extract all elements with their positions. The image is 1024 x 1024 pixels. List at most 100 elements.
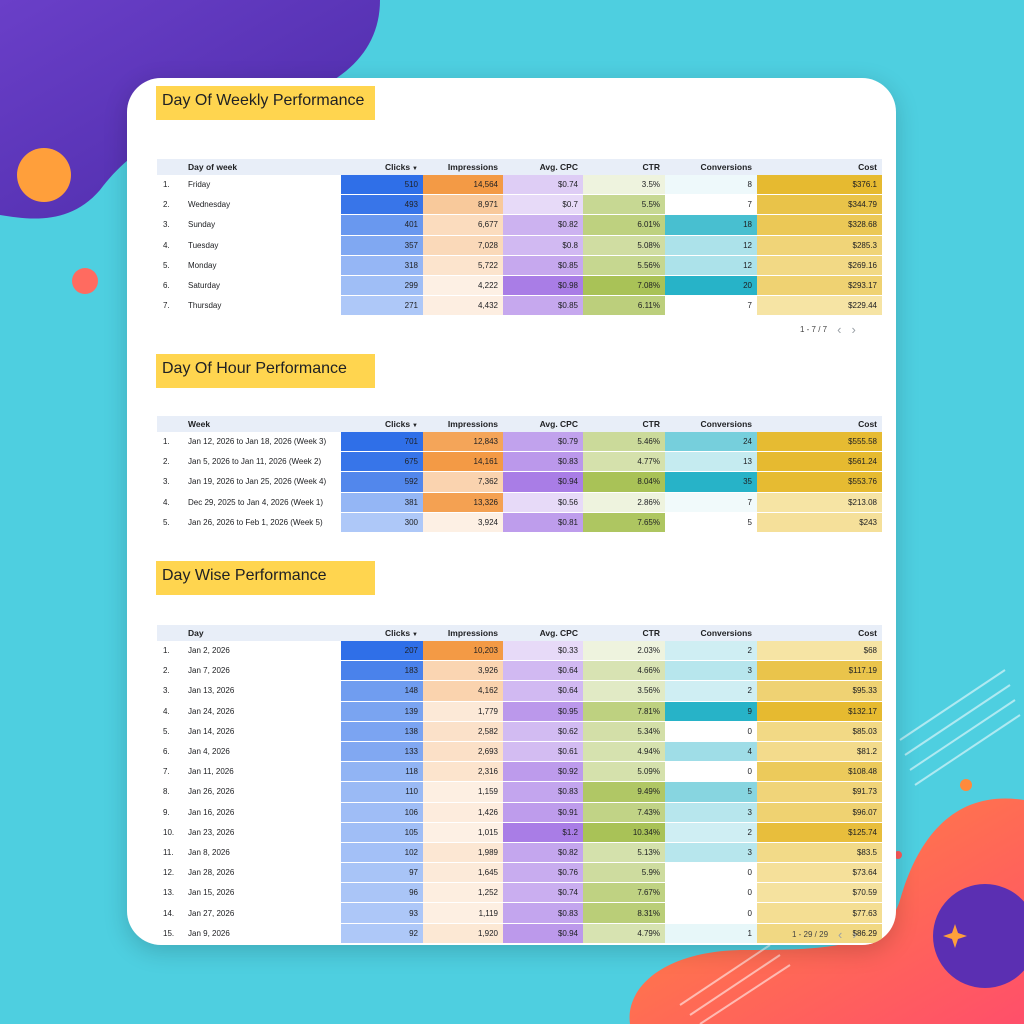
row-label-cell: Jan 14, 2026	[183, 721, 341, 742]
row-label-cell: Jan 16, 2026	[183, 802, 341, 823]
chevron-right-icon[interactable]: ›	[852, 927, 857, 942]
row-index-cell: 4.	[157, 492, 183, 513]
column-header-impressions[interactable]: Impressions	[423, 159, 503, 175]
impressions-cell: 8,971	[423, 194, 503, 216]
conversions-cell: 24	[665, 432, 757, 453]
cost-cell: $108.48	[757, 761, 882, 783]
column-header-cost[interactable]: Cost	[757, 159, 882, 175]
ctr-cell: 7.67%	[583, 882, 665, 904]
column-header-ctr[interactable]: CTR	[583, 625, 665, 641]
column-header-conversions[interactable]: Conversions	[665, 625, 757, 641]
row-index-cell: 1.	[157, 432, 183, 453]
ctr-cell: 10.34%	[583, 822, 665, 843]
column-header-avg-cpc[interactable]: Avg. CPC	[503, 625, 583, 641]
ctr-cell: 7.65%	[583, 512, 665, 533]
cost-cell: $553.76	[757, 471, 882, 493]
table-row: 2. Jan 5, 2026 to Jan 11, 2026 (Week 2) 67…	[157, 451, 882, 473]
ctr-cell: 5.08%	[583, 235, 665, 256]
clicks-cell: 138	[341, 721, 423, 742]
column-header-clicks[interactable]: Clicks ▼	[341, 625, 423, 641]
row-index-cell: 14.	[157, 902, 183, 924]
column-header-day-of-week[interactable]: Day of week	[183, 159, 341, 175]
clicks-cell: 493	[341, 194, 423, 216]
impressions-cell: 7,028	[423, 235, 503, 256]
avg-cpc-cell: $0.76	[503, 862, 583, 884]
avg-cpc-cell: $0.8	[503, 235, 583, 256]
sort-desc-icon[interactable]: ▼	[412, 423, 418, 429]
row-index-cell: 13.	[157, 882, 183, 904]
column-header-week[interactable]: Week	[183, 416, 341, 432]
row-index-cell: 3.	[157, 471, 183, 493]
avg-cpc-cell: $0.62	[503, 721, 583, 742]
column-header-ctr[interactable]: CTR	[583, 416, 665, 432]
pagination-weekly: 1 - 7 / 7 ‹ ›	[800, 323, 856, 336]
row-label-cell: Jan 26, 2026 to Feb 1, 2026 (Week 5)	[183, 512, 341, 533]
column-header-clicks[interactable]: Clicks ▼	[341, 159, 423, 175]
report-card: Day Of Weekly Performance Day of week Cl…	[127, 78, 896, 945]
section-title-weekly: Day Of Weekly Performance	[156, 86, 375, 120]
column-header-impressions[interactable]: Impressions	[423, 416, 503, 432]
column-header-conversions[interactable]: Conversions	[665, 416, 757, 432]
avg-cpc-cell: $0.56	[503, 492, 583, 513]
impressions-cell: 10,203	[423, 641, 503, 662]
table-row: 8. Jan 26, 2026 110 1,159 $0.83 9.49% 5 $91.73	[157, 781, 882, 803]
column-header-avg-cpc[interactable]: Avg. CPC	[503, 159, 583, 175]
column-header-label: Clicks	[385, 419, 411, 429]
impressions-cell: 7,362	[423, 471, 503, 493]
row-label-cell: Saturday	[183, 275, 341, 297]
table-row: 2. Wednesday 493 8,971 $0.7 5.5% 7 $344.79	[157, 194, 882, 216]
chevron-left-icon[interactable]: ‹	[838, 927, 843, 942]
table-row: 11. Jan 8, 2026 102 1,989 $0.82 5.13% 3 $83.5	[157, 842, 882, 864]
impressions-cell: 2,693	[423, 741, 503, 763]
column-header-clicks[interactable]: Clicks ▼	[341, 416, 423, 432]
cost-cell: $328.68	[757, 214, 882, 236]
conversions-cell: 7	[665, 295, 757, 317]
column-header-ctr[interactable]: CTR	[583, 159, 665, 175]
conversions-cell: 7	[665, 194, 757, 216]
ctr-cell: 7.08%	[583, 275, 665, 297]
row-index-cell: 7.	[157, 761, 183, 783]
impressions-cell: 1,779	[423, 701, 503, 722]
clicks-cell: 592	[341, 471, 423, 493]
table-row: 4. Jan 24, 2026 139 1,779 $0.95 7.81% 9 $132.17	[157, 701, 882, 722]
table-row: 4. Tuesday 357 7,028 $0.8 5.08% 12 $285.3	[157, 235, 882, 256]
cost-cell: $73.64	[757, 862, 882, 884]
conversions-cell: 0	[665, 882, 757, 904]
avg-cpc-cell: $0.83	[503, 781, 583, 803]
row-index-cell: 2.	[157, 660, 183, 682]
clicks-cell: 148	[341, 680, 423, 702]
clicks-cell: 207	[341, 641, 423, 662]
sort-desc-icon[interactable]: ▼	[412, 166, 418, 172]
row-label-cell: Jan 27, 2026	[183, 902, 341, 924]
column-header-cost[interactable]: Cost	[757, 625, 882, 641]
ctr-cell: 2.86%	[583, 492, 665, 513]
column-header-day[interactable]: Day	[183, 625, 341, 641]
column-header-avg-cpc[interactable]: Avg. CPC	[503, 416, 583, 432]
sort-desc-icon[interactable]: ▼	[412, 632, 418, 638]
avg-cpc-cell: $0.98	[503, 275, 583, 297]
table-row: 5. Monday 318 5,722 $0.85 5.56% 12 $269.16	[157, 255, 882, 276]
cost-cell: $229.44	[757, 295, 882, 317]
row-index-cell: 5.	[157, 721, 183, 742]
column-header-impressions[interactable]: Impressions	[423, 625, 503, 641]
chevron-left-icon[interactable]: ‹	[837, 322, 842, 337]
avg-cpc-cell: $0.83	[503, 451, 583, 473]
row-label-cell: Jan 5, 2026 to Jan 11, 2026 (Week 2)	[183, 451, 341, 473]
clicks-cell: 102	[341, 842, 423, 864]
row-label-cell: Jan 12, 2026 to Jan 18, 2026 (Week 3)	[183, 432, 341, 453]
table-header-row: Day Clicks ▼ Impressions Avg. CPC CTR Con…	[157, 625, 882, 641]
row-label-cell: Jan 23, 2026	[183, 822, 341, 843]
column-header-cost[interactable]: Cost	[757, 416, 882, 432]
clicks-cell: 271	[341, 295, 423, 317]
impressions-cell: 3,924	[423, 512, 503, 533]
impressions-cell: 13,326	[423, 492, 503, 513]
conversions-cell: 0	[665, 761, 757, 783]
avg-cpc-cell: $0.83	[503, 902, 583, 924]
table-row: 4. Dec 29, 2025 to Jan 4, 2026 (Week 1) 38…	[157, 492, 882, 513]
table-row: 5. Jan 14, 2026 138 2,582 $0.62 5.34% 0 $85.03	[157, 721, 882, 742]
row-index-cell: 2.	[157, 451, 183, 473]
chevron-right-icon[interactable]: ›	[851, 322, 856, 337]
ctr-cell: 5.46%	[583, 432, 665, 453]
avg-cpc-cell: $1.2	[503, 822, 583, 843]
column-header-conversions[interactable]: Conversions	[665, 159, 757, 175]
